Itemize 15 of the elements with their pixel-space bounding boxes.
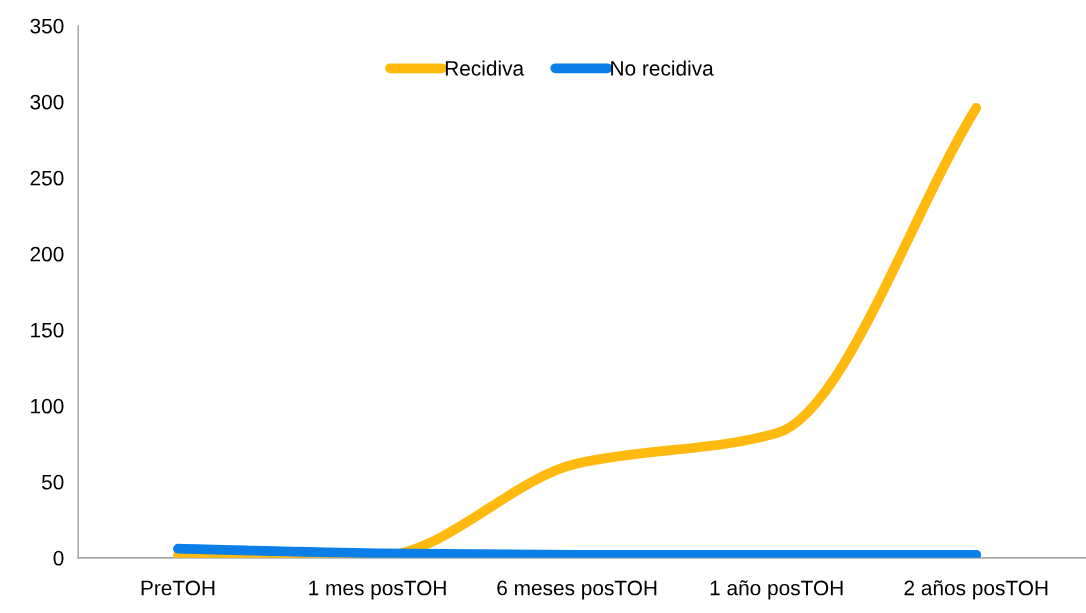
legend-label: No recidiva xyxy=(611,60,714,76)
x-tick-label: 1 año posTOH xyxy=(710,580,843,600)
y-tick-label: 100 xyxy=(31,398,64,414)
x-tick-label: 6 meses posTOH xyxy=(497,580,657,600)
y-tick-label: 200 xyxy=(30,246,64,262)
y-tick-label: 50 xyxy=(41,474,64,490)
x-tick-label: 1 mes posTOH xyxy=(309,580,446,600)
y-tick-label: 0 xyxy=(53,550,64,566)
x-tick-label: PreTOH xyxy=(141,580,215,596)
y-tick-label: 300 xyxy=(30,94,64,110)
y-tick-label: 150 xyxy=(31,322,64,338)
legend-label: Recidiva xyxy=(445,60,525,76)
y-tick-label: 350 xyxy=(30,18,64,34)
x-tick-label: 2 años posTOH xyxy=(904,580,1048,600)
y-tick-label: 250 xyxy=(30,170,64,186)
